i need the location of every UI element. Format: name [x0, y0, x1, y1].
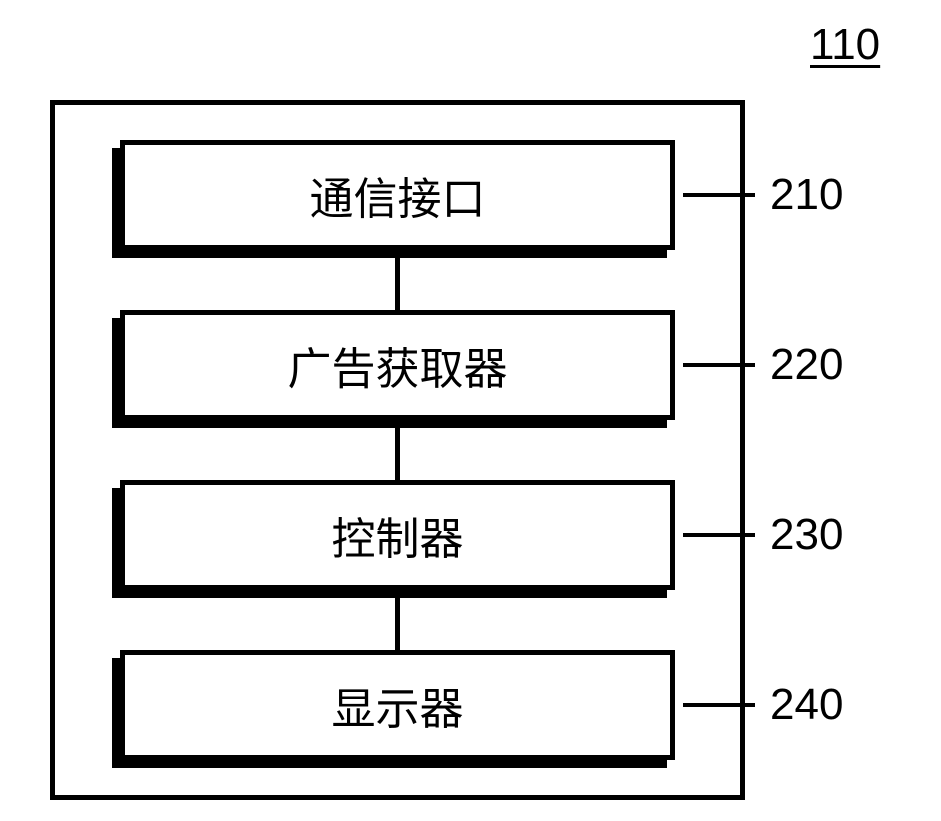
block-label: 显示器: [332, 673, 464, 737]
block-display: 显示器: [120, 650, 675, 760]
leader-line: [683, 533, 755, 537]
block-comm-interface: 通信接口: [120, 140, 675, 250]
block-ad-acquirer: 广告获取器: [120, 310, 675, 420]
leader-line: [683, 363, 755, 367]
connector-line: [395, 598, 400, 650]
block-label: 通信接口: [310, 163, 486, 227]
ref-label: 230: [770, 510, 843, 560]
block-label: 控制器: [332, 503, 464, 567]
ref-label: 220: [770, 340, 843, 390]
ref-label: 240: [770, 680, 843, 730]
block-controller: 控制器: [120, 480, 675, 590]
ref-label: 210: [770, 170, 843, 220]
leader-line: [683, 703, 755, 707]
leader-line: [683, 193, 755, 197]
connector-line: [395, 258, 400, 310]
diagram-title-label: 110: [810, 20, 880, 70]
connector-line: [395, 428, 400, 480]
block-label: 广告获取器: [288, 333, 508, 397]
